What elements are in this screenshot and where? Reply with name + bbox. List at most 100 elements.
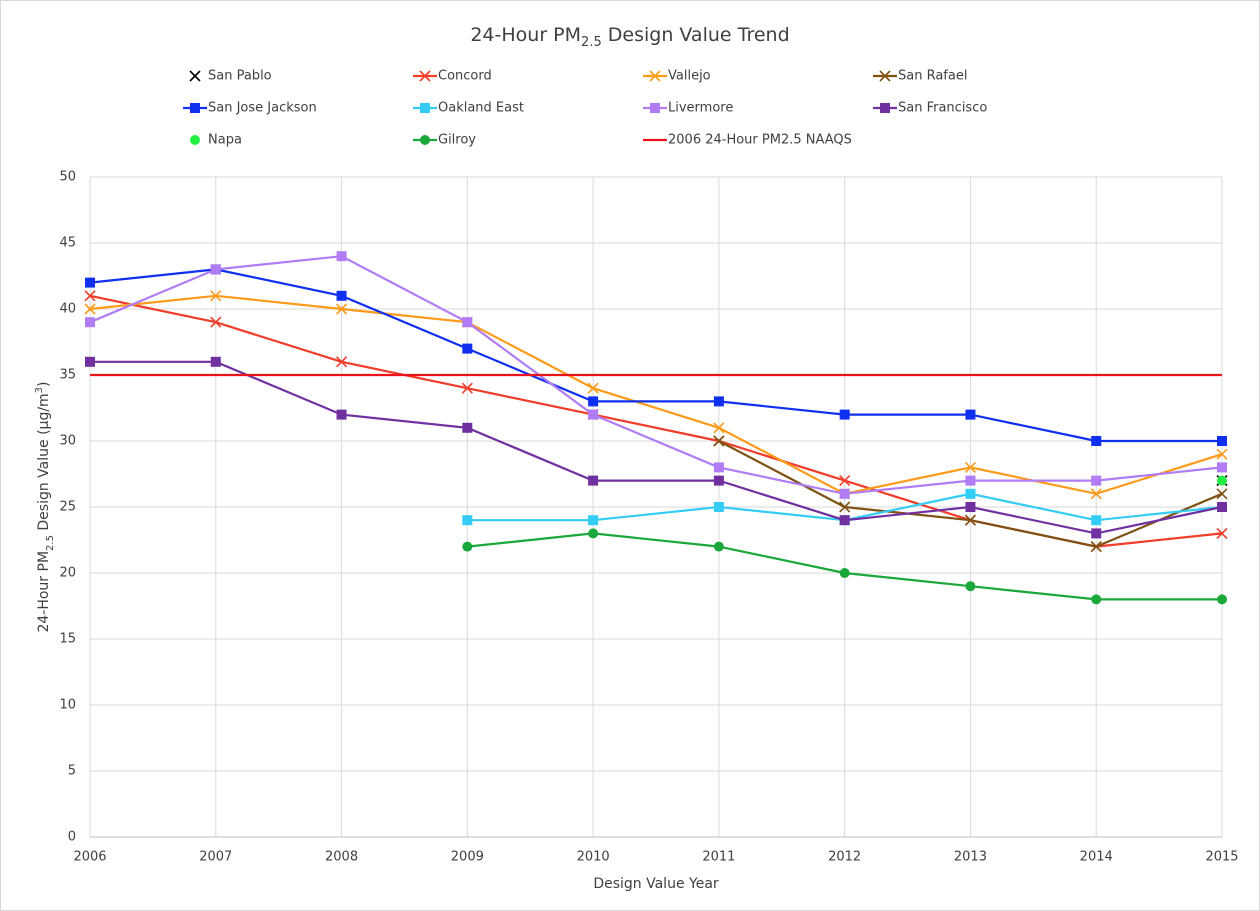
- title-part: 2.5: [581, 35, 602, 50]
- marker: [588, 515, 599, 526]
- legend-marker: [879, 70, 891, 82]
- x-tick-label: 2009: [451, 850, 484, 865]
- marker: [965, 409, 976, 420]
- marker: [965, 502, 976, 512]
- marker: [839, 568, 850, 578]
- marker: [1090, 488, 1102, 500]
- marker: [210, 316, 222, 328]
- y_label-part: 3: [34, 387, 45, 393]
- legend-label: Gilroy: [438, 133, 476, 148]
- y-tick-label: 30: [59, 434, 76, 449]
- marker: [462, 541, 473, 552]
- x-tick-label: 2015: [1205, 850, 1238, 865]
- y_label-part: 24-Hour PM: [36, 551, 52, 633]
- legend-marker: [880, 103, 890, 113]
- series-line: [89, 255, 1223, 495]
- marker: [588, 409, 599, 420]
- legend-marker: [189, 70, 201, 82]
- marker: [588, 528, 599, 539]
- marker: [713, 502, 724, 512]
- marker: [462, 515, 473, 526]
- series-line: [89, 268, 1222, 443]
- marker: [1091, 528, 1102, 539]
- marker: [336, 409, 347, 420]
- marker: [1217, 436, 1227, 446]
- x-axis-label: Design Value Year: [593, 876, 719, 892]
- marker: [210, 356, 221, 367]
- legend-marker: [649, 70, 661, 82]
- marker: [1217, 502, 1227, 512]
- y-tick-label: 45: [59, 236, 76, 251]
- marker: [84, 303, 96, 315]
- y-tick-label: 50: [59, 170, 76, 185]
- marker: [1216, 488, 1228, 500]
- marker: [713, 475, 724, 486]
- marker: [461, 382, 473, 394]
- legend-label: Oakland East: [438, 101, 524, 116]
- title-part: 24-Hour PM: [470, 24, 581, 46]
- marker: [336, 290, 347, 301]
- y-tick-label: 40: [59, 302, 76, 317]
- marker: [335, 303, 348, 315]
- marker: [462, 317, 473, 328]
- marker: [588, 475, 599, 486]
- legend-label: Napa: [208, 133, 242, 148]
- legend-label: 2006 24-Hour PM2.5 NAAQS: [668, 133, 852, 148]
- marker: [336, 251, 347, 262]
- y-tick-label: 5: [68, 764, 76, 779]
- marker: [85, 356, 95, 367]
- marker: [713, 541, 724, 552]
- y-tick-label: 10: [59, 698, 76, 713]
- legend-label: San Jose Jackson: [208, 101, 317, 116]
- marker: [839, 488, 850, 499]
- legend-marker: [190, 135, 200, 145]
- x-tick-label: 2013: [954, 850, 987, 865]
- marker: [1217, 475, 1227, 486]
- y-tick-label: 35: [59, 368, 76, 383]
- marker: [1217, 462, 1227, 473]
- chart-title: 24-Hour PM2.5 Design Value Trend: [470, 24, 789, 51]
- marker: [839, 475, 851, 487]
- marker: [965, 488, 976, 499]
- marker: [713, 435, 725, 447]
- marker: [965, 475, 976, 486]
- y-tick-label: 25: [59, 500, 76, 515]
- marker: [964, 514, 977, 526]
- marker: [964, 461, 977, 473]
- x-tick-label: 2014: [1080, 850, 1113, 865]
- marker: [839, 515, 850, 526]
- title-part: Design Value Trend: [602, 24, 790, 46]
- marker: [335, 356, 348, 368]
- marker: [587, 382, 599, 394]
- x-tick-label: 2008: [325, 850, 358, 865]
- y-tick-label: 20: [59, 566, 76, 581]
- y_label-part: Design Value (μg/m: [36, 393, 52, 535]
- x-tick-label: 2010: [577, 850, 610, 865]
- legend-label: Vallejo: [668, 69, 711, 84]
- legend-label: San Pablo: [208, 69, 272, 84]
- legend-label: Livermore: [668, 101, 733, 116]
- legend-marker: [420, 135, 430, 145]
- marker: [85, 277, 95, 288]
- marker: [462, 422, 473, 433]
- marker: [713, 462, 724, 473]
- marker: [1216, 448, 1228, 460]
- legend-marker: [650, 103, 660, 113]
- legend-marker: [190, 103, 200, 113]
- marker: [85, 317, 95, 328]
- marker: [713, 422, 725, 434]
- marker: [713, 396, 724, 407]
- marker: [839, 501, 851, 513]
- x-tick-label: 2006: [73, 850, 106, 865]
- y_label-part: 2.5: [45, 535, 56, 551]
- marker: [1090, 541, 1102, 553]
- legend-label: San Rafael: [898, 69, 967, 84]
- marker: [588, 396, 599, 407]
- marker: [1091, 436, 1102, 446]
- y-tick-label: 0: [68, 830, 76, 845]
- marker: [1217, 594, 1227, 605]
- series-line: [90, 360, 1223, 535]
